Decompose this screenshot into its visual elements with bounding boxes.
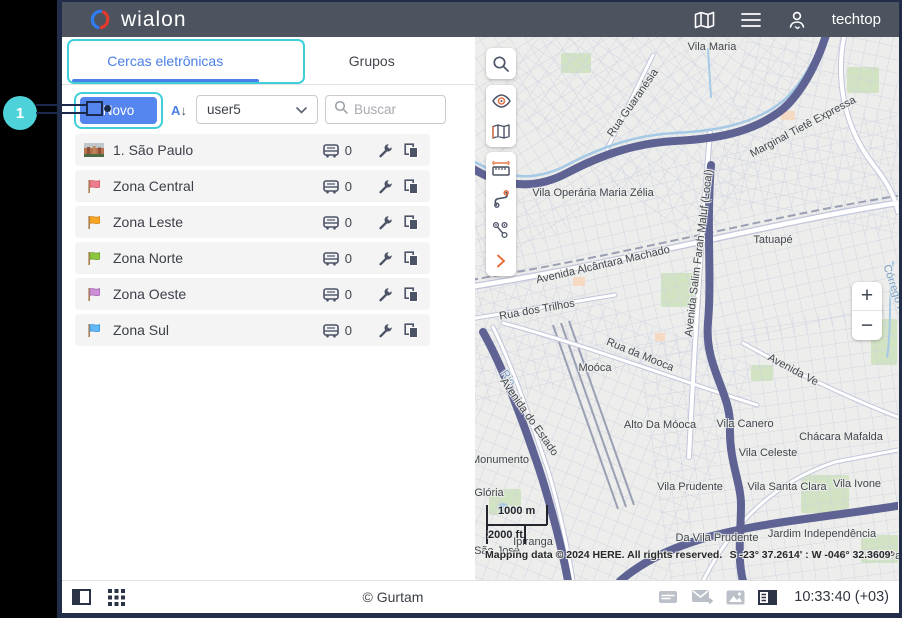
username-label[interactable]: techtop xyxy=(831,11,881,28)
geofence-name: Zona Leste xyxy=(113,214,184,230)
units-inside-count: 0 xyxy=(322,287,352,302)
geofence-name: Zona Central xyxy=(113,178,194,194)
ruler-icon[interactable] xyxy=(486,152,516,183)
layout-panel-icon[interactable] xyxy=(758,589,778,605)
layers-map-icon[interactable] xyxy=(486,116,516,147)
units-count: 0 xyxy=(344,178,352,194)
units-count: 0 xyxy=(344,286,352,302)
units-count: 0 xyxy=(344,250,352,266)
copy-geofence-icon[interactable] xyxy=(400,286,422,302)
top-header: wialon techtop xyxy=(62,2,899,37)
map-attribution: Mapping data © 2024 HERE. All rights res… xyxy=(485,549,723,561)
flag-blue-icon xyxy=(88,323,100,337)
panel-tabs: Cercas eletrônicas Grupos xyxy=(62,37,475,85)
app-window: wialon techtop Cercas eletrônicas xyxy=(57,0,902,618)
search-icon xyxy=(334,100,348,119)
geofence-row[interactable]: 1. São Paulo 0 xyxy=(75,134,430,166)
image-icon[interactable] xyxy=(726,590,745,605)
geofence-list: 1. São Paulo 0 Zona Central 0 Zona Leste 0 Zon… xyxy=(75,134,430,350)
sidebar-toggle-icon[interactable] xyxy=(72,589,91,605)
geofence-name: Zona Oeste xyxy=(113,286,187,302)
wialon-logo-icon xyxy=(90,9,110,29)
geofence-photo-icon xyxy=(84,143,104,157)
map-icon[interactable] xyxy=(694,9,716,31)
chevron-down-icon xyxy=(296,102,307,117)
edit-geofence-icon[interactable] xyxy=(374,251,396,266)
bottom-bar: © Gurtam 10:33:40 (+03) xyxy=(62,580,899,613)
apps-grid-icon[interactable] xyxy=(108,588,125,606)
eye-icon[interactable] xyxy=(486,85,516,116)
copy-geofence-icon[interactable] xyxy=(400,214,422,230)
geofence-toolbar: Novo A ↓ user5 xyxy=(62,85,475,129)
wialon-logo: wialon xyxy=(88,8,187,32)
edit-geofence-icon[interactable] xyxy=(374,179,396,194)
copy-geofence-icon[interactable] xyxy=(400,322,422,338)
units-count: 0 xyxy=(344,142,352,158)
user-icon[interactable] xyxy=(786,9,808,31)
map-coordinates: S -23° 37.2614' : W -046° 32.3609' xyxy=(729,549,893,561)
map-canvas xyxy=(475,37,898,580)
units-count: 0 xyxy=(344,322,352,338)
waypoints-icon[interactable] xyxy=(486,214,516,245)
clock-label[interactable]: 10:33:40 (+03) xyxy=(794,589,889,605)
copy-geofence-icon[interactable] xyxy=(400,178,422,194)
map-search-control xyxy=(486,48,516,79)
search-input[interactable] xyxy=(354,102,434,117)
mail-sent-icon[interactable] xyxy=(691,589,714,605)
user-filter-select[interactable]: user5 xyxy=(196,95,318,124)
geofence-name: 1. São Paulo xyxy=(113,142,194,158)
user-filter-value: user5 xyxy=(207,102,241,117)
edit-geofence-icon[interactable] xyxy=(374,215,396,230)
flag-red-icon xyxy=(88,179,100,193)
geofence-row[interactable]: Zona Central 0 xyxy=(75,170,430,202)
annotation-connector-line xyxy=(36,104,87,114)
map-visibility-controls xyxy=(486,85,516,147)
geofence-row[interactable]: Zona Norte 0 xyxy=(75,242,430,274)
sort-icon[interactable]: A ↓ xyxy=(171,102,187,118)
geofence-name: Zona Sul xyxy=(113,322,170,338)
units-inside-count: 0 xyxy=(322,323,352,338)
map-view[interactable]: Vila Maria Rua Guaranésia Marginal Tietê E… xyxy=(475,37,899,580)
units-inside-count: 0 xyxy=(322,251,352,266)
geofence-row[interactable]: Zona Oeste 0 xyxy=(75,278,430,310)
annotation-connector-square xyxy=(86,101,103,116)
edit-geofence-icon[interactable] xyxy=(374,287,396,302)
zoom-controls: + − xyxy=(852,282,882,340)
search-icon[interactable] xyxy=(486,48,516,79)
edit-geofence-icon[interactable] xyxy=(374,143,396,158)
hamburger-menu-icon[interactable] xyxy=(740,9,762,31)
flag-purple-icon xyxy=(88,287,100,301)
units-inside-count: 0 xyxy=(322,143,352,158)
annotation-step-badge: 1 xyxy=(3,96,37,130)
search-box xyxy=(325,95,446,124)
zoom-out-button[interactable]: − xyxy=(860,313,874,337)
units-count: 0 xyxy=(344,214,352,230)
flag-orange-icon xyxy=(88,215,100,229)
chevron-right-icon[interactable] xyxy=(486,245,516,276)
zoom-in-button[interactable]: + xyxy=(852,282,882,311)
map-tool-controls xyxy=(486,152,516,276)
geofence-name: Zona Norte xyxy=(113,250,184,266)
logo-text: wialon xyxy=(121,7,187,31)
geofences-panel: Cercas eletrônicas Grupos Novo A ↓ user5 xyxy=(62,37,475,580)
flag-green-icon xyxy=(88,251,100,265)
new-geofence-button[interactable]: Novo xyxy=(80,97,157,124)
route-icon[interactable] xyxy=(486,183,516,214)
copy-geofence-icon[interactable] xyxy=(400,250,422,266)
tab-geofences[interactable]: Cercas eletrônicas xyxy=(62,37,269,84)
units-inside-count: 0 xyxy=(322,179,352,194)
copy-geofence-icon[interactable] xyxy=(400,142,422,158)
gurtam-copyright[interactable]: © Gurtam xyxy=(362,589,424,605)
geofence-row[interactable]: Zona Sul 0 xyxy=(75,314,430,346)
geofence-row[interactable]: Zona Leste 0 xyxy=(75,206,430,238)
annotation-connector-dot xyxy=(104,105,111,112)
notes-icon[interactable] xyxy=(658,589,678,605)
edit-geofence-icon[interactable] xyxy=(374,323,396,338)
units-inside-count: 0 xyxy=(322,215,352,230)
tab-groups[interactable]: Grupos xyxy=(348,52,395,69)
